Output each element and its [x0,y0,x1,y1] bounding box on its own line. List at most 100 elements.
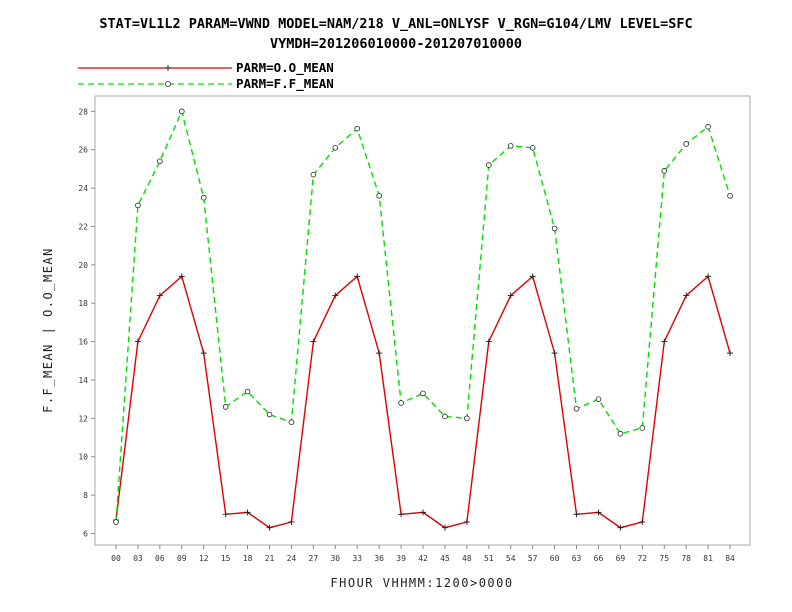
y-tick-label: 18 [78,299,88,308]
x-tick-label: 06 [155,554,165,563]
series-fcst [113,108,733,525]
y-tick-label: 12 [78,414,88,423]
data-point [661,168,668,174]
data-point [354,125,361,132]
x-tick-label: 39 [396,554,406,563]
data-point [222,511,229,518]
x-tick-label: 57 [528,554,538,563]
series-layer [113,108,734,531]
legend-item-fcst: PARM=F.F_MEAN [78,76,334,92]
x-tick-label: 00 [111,554,121,563]
data-point [551,225,558,232]
data-point [507,292,514,299]
data-point [244,509,251,516]
data-point [178,273,185,280]
series-obs [113,273,734,531]
data-point [332,292,339,299]
data-point [683,292,690,299]
data-point [617,430,624,437]
data-point [639,518,646,525]
x-tick-label: 03 [133,554,143,563]
legend-marker-obs [165,65,171,71]
chart-title-line1: STAT=VL1L2 PARAM=VWND MODEL=NAM/218 V_AN… [99,16,692,32]
x-tick-label: 09 [177,554,187,563]
data-point [595,396,602,402]
data-point [705,273,712,280]
x-tick-label: 84 [725,554,735,563]
x-tick-label: 51 [484,554,494,563]
data-point [266,411,273,418]
data-point [529,145,536,151]
data-point [200,194,207,201]
data-point [507,143,514,149]
x-tick-label: 15 [221,554,231,563]
data-point [727,192,733,199]
data-point [464,415,470,422]
y-tick-label: 8 [83,491,88,500]
y-tick-label: 6 [83,529,88,538]
legend-label-obs: PARM=O.O_MEAN [236,60,334,76]
data-point [639,425,646,431]
x-tick-label: 69 [616,554,626,563]
x-tick-label: 12 [199,554,209,563]
data-point [354,273,361,280]
data-point [244,388,251,395]
data-point [332,145,339,151]
x-tick-label: 66 [594,554,604,563]
data-point [442,413,448,420]
data-point [573,405,580,412]
x-tick-label: 30 [330,554,340,563]
data-point [398,400,404,406]
data-point [595,509,602,516]
data-point [463,518,470,525]
data-point [157,158,163,165]
x-tick-label: 18 [243,554,253,563]
data-point [266,524,273,531]
x-axis: 00 03 06 09 12 15 18 21 24 27 30 33 36 39 42 45 48 51 54 57… [111,545,735,563]
data-point [310,338,317,345]
x-axis-label: FHOUR VHHMM:1200>0000 [330,576,513,590]
data-point [310,171,317,178]
x-tick-label: 24 [287,554,297,563]
legend-marker-fcst [165,81,171,87]
data-point [398,511,405,518]
plot-area [94,95,751,546]
data-point [573,511,580,518]
y-tick-label: 26 [78,146,88,155]
data-point [178,108,185,115]
data-point [485,338,492,345]
y-tick-label: 14 [78,376,88,385]
data-point [135,202,141,209]
data-point [486,162,492,168]
chart-title-line2: VYMDH=201206010000-201207010000 [270,36,522,52]
data-point [288,419,295,425]
data-point [727,350,734,357]
x-tick-label: 78 [681,554,691,563]
y-tick-label: 10 [78,453,88,462]
x-tick-label: 33 [352,554,362,563]
y-tick-label: 24 [78,184,88,193]
x-tick-label: 63 [572,554,582,563]
data-point [376,350,383,357]
y-tick-label: 28 [78,107,88,116]
x-tick-label: 42 [418,554,428,563]
data-point [288,518,295,525]
data-point [134,338,141,345]
legend-label-fcst: PARM=F.F_MEAN [236,76,334,92]
x-tick-label: 48 [462,554,472,563]
series-line [115,275,731,529]
y-tick-label: 16 [78,338,88,347]
y-axis: 6 8 10 12 14 16 18 20 22 24 26 28 [78,107,95,538]
data-point [156,292,163,299]
x-tick-label: 72 [637,554,647,563]
x-tick-label: 81 [703,554,713,563]
data-point [617,524,624,531]
data-point [222,404,229,410]
data-point [683,141,689,147]
x-tick-label: 27 [309,554,319,563]
x-tick-label: 45 [440,554,450,563]
data-point [376,192,382,199]
data-point [441,524,448,531]
series-line [115,109,731,523]
